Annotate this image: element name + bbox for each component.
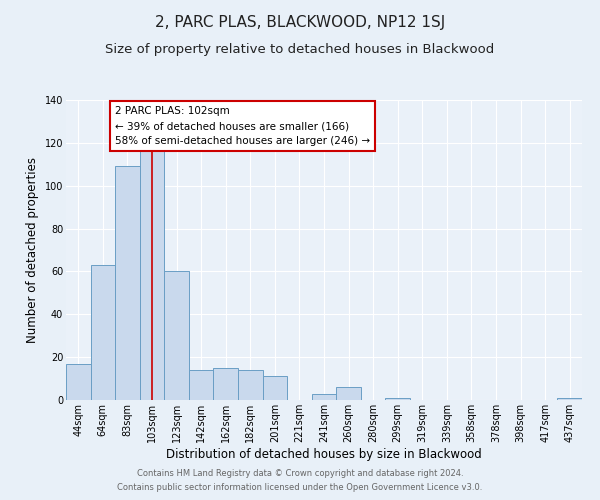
Bar [66, 364, 91, 400]
Bar [140, 150, 164, 400]
Bar [557, 398, 582, 400]
Text: 2 PARC PLAS: 102sqm
← 39% of detached houses are smaller (166)
58% of semi-detac: 2 PARC PLAS: 102sqm ← 39% of detached ho… [115, 106, 370, 146]
Text: 2, PARC PLAS, BLACKWOOD, NP12 1SJ: 2, PARC PLAS, BLACKWOOD, NP12 1SJ [155, 15, 445, 30]
Bar [115, 166, 140, 400]
Bar [214, 368, 238, 400]
Bar [189, 370, 214, 400]
Bar [263, 376, 287, 400]
Bar [238, 370, 263, 400]
Bar [336, 387, 361, 400]
Y-axis label: Number of detached properties: Number of detached properties [26, 157, 39, 343]
Text: Contains public sector information licensed under the Open Government Licence v3: Contains public sector information licen… [118, 484, 482, 492]
Text: Contains HM Land Registry data © Crown copyright and database right 2024.: Contains HM Land Registry data © Crown c… [137, 468, 463, 477]
Bar [385, 398, 410, 400]
Bar [312, 394, 336, 400]
Bar [91, 265, 115, 400]
Bar [164, 272, 189, 400]
X-axis label: Distribution of detached houses by size in Blackwood: Distribution of detached houses by size … [166, 448, 482, 460]
Text: Size of property relative to detached houses in Blackwood: Size of property relative to detached ho… [106, 42, 494, 56]
